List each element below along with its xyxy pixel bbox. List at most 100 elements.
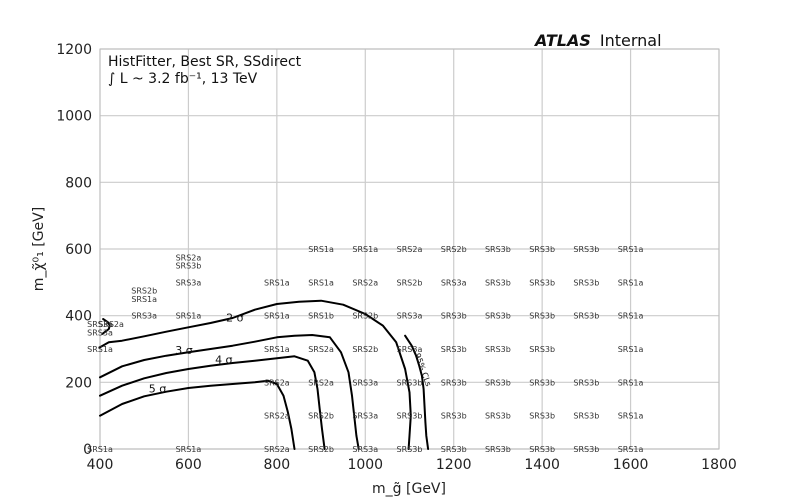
contour-label: 3 σ [175, 344, 192, 357]
region-label: SRS1a [618, 378, 644, 387]
region-label: SRS3b [529, 445, 555, 454]
region-label: SRS2b [352, 345, 378, 354]
region-label: SRS3b [485, 378, 511, 387]
region-label: SRS1a [618, 278, 644, 287]
x-tick-label: 1800 [701, 457, 737, 473]
region-label: SRS3b [441, 312, 467, 321]
region-label: SRS2a [98, 320, 124, 329]
region-label: SRS3a [87, 320, 113, 329]
region-label: SRS2a [308, 345, 334, 354]
region-label: SRS1a [308, 278, 334, 287]
x-tick-label: 1600 [613, 457, 649, 473]
region-label: SRS1a [618, 245, 644, 254]
region-label: SRS2a [264, 412, 290, 421]
region-label: SRS3b [529, 412, 555, 421]
annotation-line-1: HistFitter, Best SR, SSdirect [108, 54, 302, 70]
contour-line [99, 379, 296, 450]
region-label: SRS3b [175, 262, 201, 271]
region-label: SRS3a [441, 278, 467, 287]
x-axis-title: m_g̃ [GeV] [372, 481, 446, 497]
annotation-line-2: ∫ L ~ 3.2 fb⁻¹, 13 TeV [108, 71, 258, 87]
y-tick-label: 200 [65, 375, 92, 391]
region-label: SRS3a [397, 312, 423, 321]
region-label: SRS2a [352, 278, 378, 287]
region-label: SRS3b [573, 378, 599, 387]
y-tick-label: 1000 [56, 109, 92, 125]
grid-lines [99, 48, 720, 450]
region-label: SRS3a [87, 328, 113, 337]
x-tick-label: 1200 [436, 457, 472, 473]
region-label: SRS3b [441, 378, 467, 387]
region-label: SRS3a [352, 378, 378, 387]
region-label: SRS3a [176, 278, 202, 287]
region-label: SRS1a [618, 445, 644, 454]
region-label: SRS3b [441, 445, 467, 454]
region-label: SRS2b [308, 412, 334, 421]
region-label: SRS3b [485, 412, 511, 421]
y-tick-labels: 0 200 400 600 800 1000 1200 [56, 42, 92, 458]
region-label: SRS1a [618, 412, 644, 421]
y-tick-label: 600 [65, 242, 92, 258]
region-label: SRS3b [529, 278, 555, 287]
y-tick-label: 400 [65, 309, 92, 325]
region-label: SRS3b [529, 345, 555, 354]
region-label: SRS3b [485, 278, 511, 287]
region-label: SRS3b [573, 245, 599, 254]
region-label: SRS3b [485, 245, 511, 254]
x-tick-labels: 400 600 800 1000 1200 1400 1600 1800 [87, 457, 737, 473]
region-label: SRS1a [87, 445, 113, 454]
region-label: SRS3b [529, 245, 555, 254]
contour-label: 2 σ [226, 312, 243, 325]
region-label: SRS1a [264, 345, 290, 354]
region-label: SRS1a [87, 345, 113, 354]
region-label: SRS1a [618, 312, 644, 321]
x-tick-label: 1400 [524, 457, 560, 473]
region-label: SRS1a [264, 278, 290, 287]
atlas-experiment: ATLAS [533, 31, 591, 50]
contour-label: 5 σ [149, 382, 166, 395]
contour-line [101, 318, 111, 335]
atlas-status: Internal [600, 31, 662, 50]
region-label: SRS3a [352, 412, 378, 421]
region-label: SRS3a [131, 312, 157, 321]
region-label: SRS3b [485, 445, 511, 454]
region-label: SRS1a [618, 345, 644, 354]
region-label: SRS1a [352, 245, 378, 254]
x-tick-label: 1000 [347, 457, 383, 473]
region-label: SRS2a [308, 378, 334, 387]
contour-line [404, 334, 430, 450]
region-label: SRS1b [308, 312, 334, 321]
x-tick-label: 600 [175, 457, 202, 473]
x-tick-label: 400 [87, 457, 114, 473]
atlas-label: ATLAS Internal [533, 31, 662, 50]
region-label: SRS1a [264, 312, 290, 321]
contour-line [99, 355, 326, 450]
contour-label: 4 σ [215, 353, 232, 366]
contour-line [99, 334, 360, 450]
region-label: SRS3a [397, 345, 423, 354]
region-label: SRS1a [176, 312, 202, 321]
region-label: SRS2b [308, 445, 334, 454]
region-label: SRS3b [573, 412, 599, 421]
y-axis-title: m_χ̃⁰₁ [GeV] [31, 207, 47, 291]
region-label: SRS3b [397, 445, 423, 454]
x-tick-label: 800 [263, 457, 290, 473]
y-tick-label: 0 [83, 442, 92, 458]
region-label: SRS2a [264, 378, 290, 387]
region-label: SRS2b [397, 278, 423, 287]
signal-region-labels: SRS1aSRS1aSRS3aSRS3aSRS2aSRS3aSRS1aSRS2b… [87, 245, 643, 454]
region-label: SRS3b [573, 278, 599, 287]
region-label: SRS2a [176, 253, 202, 262]
significance-contours [99, 299, 430, 450]
region-label: SRS3b [573, 312, 599, 321]
region-label: SRS3a [352, 445, 378, 454]
region-label: SRS3b [485, 345, 511, 354]
region-label: SRS1a [176, 445, 202, 454]
region-label: SRS1a [308, 245, 334, 254]
y-tick-label: 800 [65, 175, 92, 191]
region-label: SRS2b [131, 287, 157, 296]
region-label: SRS3b [529, 378, 555, 387]
region-label: SRS1a [131, 295, 157, 304]
region-label: SRS3b [573, 445, 599, 454]
